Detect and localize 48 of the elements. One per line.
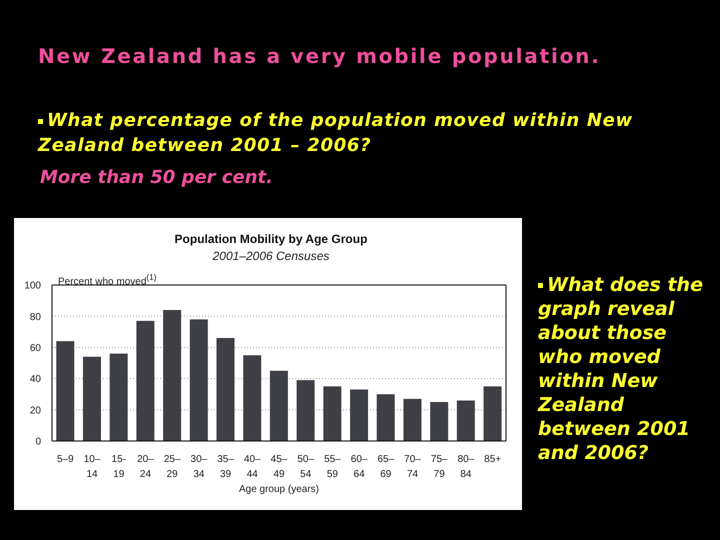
x-tick-label: 40–44 (244, 454, 262, 480)
text: New Zealand has a very mobile population. (38, 44, 601, 68)
bar (82, 356, 101, 441)
text: More than 50 per cent. (40, 167, 273, 188)
y-tick-label: 20 (30, 405, 42, 416)
x-tick-label: 25–29 (164, 454, 181, 480)
bar (216, 338, 235, 441)
y-axis-title: Percent who moved$^{(1)}$ (58, 271, 157, 288)
x-tick-label: 20–24 (137, 454, 154, 480)
text: What does the graph reveal about those who moved within New Zealand between 2001 and 2006? (538, 274, 703, 464)
bar (456, 400, 475, 441)
x-tick-label: 55–59 (324, 454, 342, 480)
y-tick-label: 0 (35, 436, 42, 448)
x-tick-label: 5–9 (57, 454, 74, 465)
bar (190, 319, 208, 441)
x-tick-label: 35–39 (217, 454, 234, 480)
text: What percentage of the population moved within New Zealand between 2001 – 2006? (38, 110, 633, 156)
chart-title: Population Mobility by Age Group (174, 232, 368, 246)
x-tick-label: 80–84 (458, 454, 475, 480)
bar (376, 394, 395, 441)
chart-subtitle: 2001–2006 Censuses (212, 249, 330, 263)
x-tick-label: 50–54 (297, 454, 314, 480)
x-tick-label: 65–69 (377, 454, 395, 480)
bar (110, 354, 128, 441)
y-tick-label: 60 (30, 342, 42, 354)
bar (56, 341, 74, 441)
bar (163, 310, 182, 441)
y-tick-label: 40 (30, 374, 42, 386)
bar (136, 320, 154, 441)
x-tick-label: 45–49 (270, 454, 288, 480)
x-tick-label: 85+ (484, 454, 502, 465)
x-tick-label: 10–14 (84, 454, 101, 480)
y-tick-label: 80 (30, 312, 42, 323)
bar (484, 386, 502, 441)
x-tick-label: 15-19 (112, 454, 126, 480)
bar (430, 402, 448, 441)
x-tick-label: 30–34 (190, 454, 208, 480)
x-tick-label: 75–79 (430, 454, 448, 480)
bar (270, 370, 288, 441)
bar (323, 386, 342, 441)
bar (296, 380, 315, 441)
bar (350, 390, 368, 441)
y-tick-label: 100 (24, 280, 42, 292)
bar (243, 355, 262, 441)
x-tick-label: 60–64 (350, 454, 368, 480)
bar (403, 398, 422, 441)
x-axis-title: Age group (years) (238, 484, 320, 496)
x-tick-label: 70–74 (404, 454, 422, 480)
